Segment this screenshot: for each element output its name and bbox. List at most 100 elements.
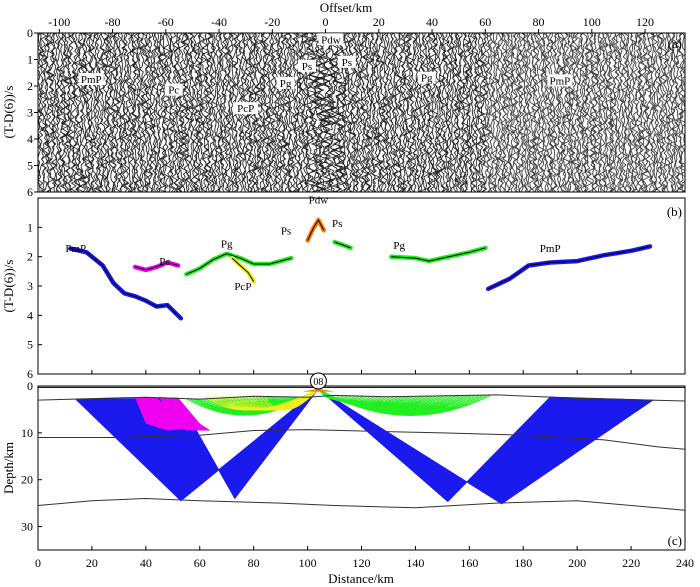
- panel-b-x-ticks: [37, 370, 686, 374]
- y-tick-label: 4: [27, 308, 33, 322]
- seismic-traces: [38, 33, 685, 192]
- x-tick-label: 200: [568, 556, 586, 570]
- x-tick-label: -20: [264, 15, 280, 29]
- panel-b-series: [68, 217, 653, 321]
- y-tick-label: 20: [21, 473, 33, 487]
- panel-b-tag: (b): [667, 204, 682, 219]
- layer-boundary-3: [38, 497, 685, 511]
- annotation-label: Ps: [302, 61, 312, 73]
- y-tick-label: 4: [27, 132, 33, 146]
- panel-c-y-ticks: 0 10 20 30: [21, 379, 42, 534]
- annotation-label: Pg: [280, 78, 292, 90]
- x-tick-label: 160: [460, 556, 478, 570]
- y-tick-label: 1: [27, 53, 33, 67]
- x-tick-label: 40: [140, 556, 152, 570]
- x-tick-label: -40: [211, 15, 227, 29]
- y-tick-label: 6: [27, 367, 33, 381]
- annotation-label: Pc: [159, 256, 170, 268]
- x-tick-label: 60: [194, 556, 206, 570]
- annotation-box: [337, 55, 356, 68]
- station-marker: 08: [309, 372, 327, 390]
- x-tick-label: 100: [583, 15, 601, 29]
- y-tick-label: 30: [21, 520, 33, 534]
- y-tick-label: 3: [27, 279, 33, 293]
- annotation-label: PcP: [234, 281, 251, 293]
- ray-fan-pc-2: [159, 397, 211, 431]
- panel-a-x-ticks: -100 -80 -60 -40 -20 0 20 40 60 80 100 120: [48, 15, 654, 33]
- annotation-label: Pg: [421, 73, 433, 85]
- annotation-label: Ps: [281, 225, 291, 237]
- annotation-label: Ps: [342, 57, 352, 69]
- y-tick-label: 0: [27, 379, 33, 393]
- y-tick-label: 1: [27, 220, 33, 234]
- calc-pcp: [231, 257, 255, 282]
- annotation-label: PmP: [549, 75, 570, 87]
- x-tick-label: 40: [426, 15, 438, 29]
- annotation-box: [78, 73, 104, 86]
- annotation-box: [164, 83, 183, 96]
- annotation-label: Pdw: [309, 194, 329, 206]
- layer-boundary-1: [38, 394, 685, 402]
- calc-pg: [391, 247, 486, 262]
- annotation-box: [417, 71, 436, 84]
- x-tick-label: 80: [248, 556, 260, 570]
- panel-a: -100 -80 -60 -40 -20 0 20 40 60 80 100 120 0123456 …: [1, 0, 686, 199]
- annotation-box: [547, 74, 573, 87]
- panel-a-x-axis-label: Offset/km: [320, 0, 372, 15]
- x-tick-label: 120: [353, 556, 371, 570]
- x-tick-label: 80: [533, 15, 545, 29]
- annotation-label: Ps: [332, 218, 342, 230]
- x-tick-label: 140: [406, 556, 424, 570]
- y-tick-label: 2: [27, 79, 33, 93]
- layer-boundaries: [38, 386, 685, 511]
- annotation-box: [297, 59, 316, 72]
- quiet-zone-overlay: [485, 33, 685, 192]
- y-tick-label: 10: [21, 426, 33, 440]
- x-tick-label: 0: [35, 556, 41, 570]
- annotation-box: [318, 33, 344, 46]
- x-tick-label: 220: [622, 556, 640, 570]
- x-tick-label: 0: [323, 15, 329, 29]
- panel-a-y-axis-label: (T-D(6))/s: [1, 86, 16, 139]
- calc-pg: [186, 253, 292, 275]
- annotation-label: PcP: [237, 103, 254, 115]
- calc-pc: [134, 261, 179, 271]
- x-tick-label: 20: [373, 15, 385, 29]
- y-tick-label: 5: [27, 159, 33, 173]
- ray-fan-pg-right: [317, 388, 492, 416]
- annotation-label: Pg: [221, 238, 233, 250]
- x-tick-label: 180: [514, 556, 532, 570]
- panel-b-frame: [37, 197, 686, 375]
- calc-pmp: [487, 245, 651, 290]
- panel-c-tag: (c): [668, 533, 682, 548]
- panel-b-y-ticks: 1 2 3 4 5 6: [27, 220, 42, 381]
- annotation-box: [233, 102, 259, 115]
- calc-pmp: [70, 248, 182, 319]
- x-tick-label: 240: [676, 556, 694, 570]
- x-tick-label: 120: [636, 15, 654, 29]
- panel-a-tag: (a): [668, 36, 682, 51]
- x-tick-label: -80: [105, 15, 121, 29]
- x-tick-label: 20: [86, 556, 98, 570]
- panel-c: 0 20 40 60 80 100 120 140 160 180 200 220 240 0 10 20 3…: [1, 372, 694, 586]
- ray-fan-pdw: [302, 388, 335, 392]
- y-tick-label: 3: [27, 106, 33, 120]
- station-label: 08: [313, 377, 323, 388]
- annotation-label: Pc: [168, 85, 179, 97]
- panel-c-x-axis-label: Distance/km: [328, 571, 394, 586]
- panel-a-y-ticks: 0 1 2 3 4 5 6: [27, 26, 38, 199]
- annotation-label: PmP: [81, 74, 102, 86]
- y-tick-label: 5: [27, 338, 33, 352]
- annotation-label: PmP: [65, 243, 86, 255]
- panel-b-y-axis-label: (T-D(6))/s: [1, 260, 16, 313]
- calc-pdw: [307, 218, 325, 241]
- ray-fan-pcp: [204, 388, 319, 411]
- ray-paths: [74, 388, 655, 505]
- annotation-label: Pdw: [321, 34, 341, 46]
- calc-ps: [334, 241, 351, 249]
- panel-c-y-axis-label: Depth/km: [1, 442, 16, 494]
